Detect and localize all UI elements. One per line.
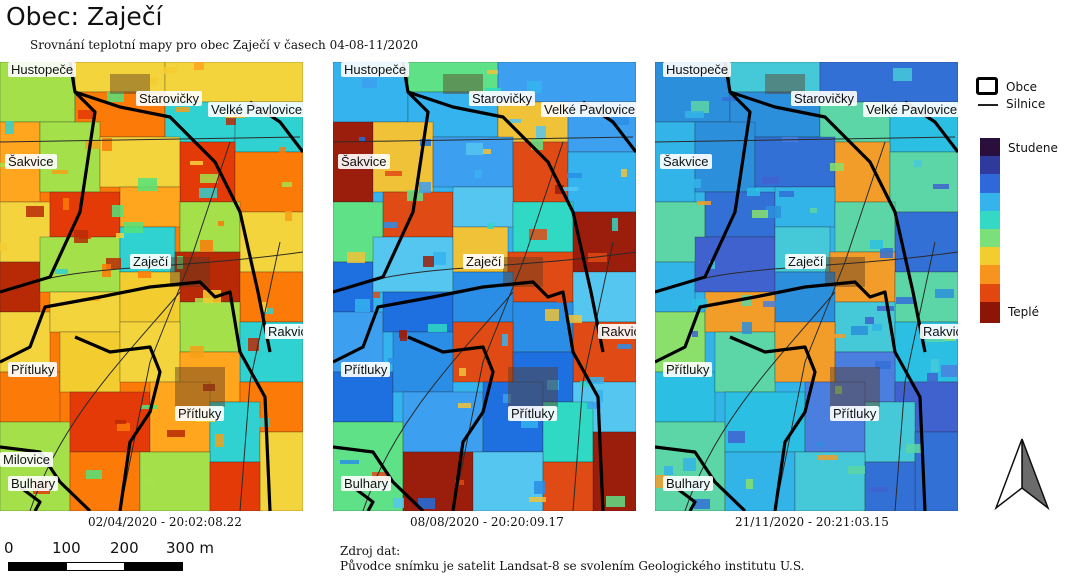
place-label-hustopece: Hustopeče xyxy=(663,62,732,77)
municipality-border xyxy=(655,280,927,511)
scale-label-0: 0 xyxy=(4,539,14,557)
legend-obce: Obce xyxy=(1006,80,1038,94)
place-label-sakvice: Šakvice xyxy=(660,154,712,169)
place-label-hustopece: Hustopeče xyxy=(341,62,410,77)
place-label-bulhary: Bulhary xyxy=(663,476,714,491)
ramp-swatch xyxy=(980,192,1000,214)
scale-label-200: 200 xyxy=(110,539,139,557)
municipality-border xyxy=(674,485,697,511)
scale-bar xyxy=(8,562,183,571)
source-heading: Zdroj dat: xyxy=(340,544,401,558)
legend-teple: Teplé xyxy=(1008,305,1040,319)
legend-silnice: Silnice xyxy=(1006,97,1046,111)
data-source: Zdroj dat: Původce snímku je satelit Lan… xyxy=(340,544,804,574)
municipality-border xyxy=(333,280,605,511)
municipality-border xyxy=(68,62,272,353)
obce-border-swatch xyxy=(976,77,998,95)
heatmap-raster xyxy=(333,62,636,511)
source-text: Původce snímku je satelit Landsat-8 se s… xyxy=(340,559,805,573)
place-label-rakvice: Rakvice xyxy=(265,324,303,339)
place-label-hustopece: Hustopeče xyxy=(8,62,77,77)
ramp-swatch xyxy=(980,247,1000,269)
place-label-zajeci: Zaječí xyxy=(130,254,172,269)
legend-studene: Studene xyxy=(1008,141,1058,155)
place-label-pritluky-west: Přítluky xyxy=(663,362,713,377)
heatmap-panel-august: Hustopeče Starovičky Velké Pavlovice Šakvic… xyxy=(333,62,636,511)
place-label-bulhary: Bulhary xyxy=(8,476,59,491)
municipality-border xyxy=(729,335,817,511)
place-label-milovice: Milovice xyxy=(0,452,53,467)
place-label-starovicky: Starovičky xyxy=(136,91,202,106)
ramp-swatch xyxy=(980,174,1000,196)
municipality-border xyxy=(333,445,425,511)
ramp-swatch xyxy=(980,156,1000,178)
heatmap-raster xyxy=(655,62,958,511)
place-label-pritluky-west: Přítluky xyxy=(8,362,58,377)
place-label-pritluky-village: Přítluky xyxy=(508,406,558,421)
ramp-swatch xyxy=(980,283,1000,305)
ramp-swatch xyxy=(980,210,1000,232)
municipality-border xyxy=(333,90,430,294)
north-arrow-icon xyxy=(994,438,1050,511)
place-label-velke-pavlovice: Velké Pavlovice xyxy=(208,102,303,117)
place-label-starovicky: Starovičky xyxy=(791,91,857,106)
place-label-rakvice: Rakvice xyxy=(920,324,958,339)
place-label-bulhary: Bulhary xyxy=(341,476,392,491)
place-label-pritluky-village: Přítluky xyxy=(175,406,225,421)
scale-label-100: 100 xyxy=(52,539,81,557)
municipality-border xyxy=(74,335,162,511)
panel-date-august: 08/08/2020 - 20:20:09.17 xyxy=(410,515,564,529)
municipality-border xyxy=(19,485,42,511)
heatmap-panel-november: Hustopeče Starovičky Velké Pavlovice Šakvic… xyxy=(655,62,958,511)
place-label-zajeci: Zaječí xyxy=(463,254,505,269)
municipality-border xyxy=(723,62,927,353)
ramp-swatch xyxy=(980,138,1000,159)
scale-label-300: 300 m xyxy=(166,539,215,557)
ramp-swatch xyxy=(980,229,1000,250)
panel-date-april: 02/04/2020 - 20:02:08.22 xyxy=(88,515,242,529)
ramp-swatch xyxy=(980,265,1000,287)
place-label-rakvice: Rakvice xyxy=(598,324,636,339)
place-label-starovicky: Starovičky xyxy=(469,91,535,106)
municipality-border xyxy=(401,62,605,353)
municipality-border xyxy=(407,335,495,511)
road-line-swatch xyxy=(978,104,998,106)
place-label-velke-pavlovice: Velké Pavlovice xyxy=(541,102,636,117)
heatmap-raster xyxy=(0,62,303,511)
place-label-velke-pavlovice: Velké Pavlovice xyxy=(863,102,958,117)
heatmap-panel-april: Hustopeče Starovičky Velké Pavlovice Šakvic… xyxy=(0,62,303,511)
place-label-pritluky-west: Přítluky xyxy=(341,362,391,377)
municipality-border xyxy=(655,90,752,294)
municipality-border xyxy=(0,90,97,294)
municipality-border xyxy=(352,485,375,511)
map-title: Obec: Zaječí xyxy=(6,2,163,31)
municipality-border xyxy=(0,445,92,511)
place-label-sakvice: Šakvice xyxy=(5,154,57,169)
map-subtitle: Srovnání teplotní mapy pro obec Zaječí v… xyxy=(30,38,419,52)
place-label-sakvice: Šakvice xyxy=(338,154,390,169)
municipality-border xyxy=(0,280,272,511)
place-label-zajeci: Zaječí xyxy=(785,254,827,269)
place-label-pritluky-village: Přítluky xyxy=(830,406,880,421)
panel-date-november: 21/11/2020 - 20:21:03.15 xyxy=(735,515,889,529)
municipality-border xyxy=(655,445,747,511)
ramp-swatch xyxy=(980,301,1000,323)
